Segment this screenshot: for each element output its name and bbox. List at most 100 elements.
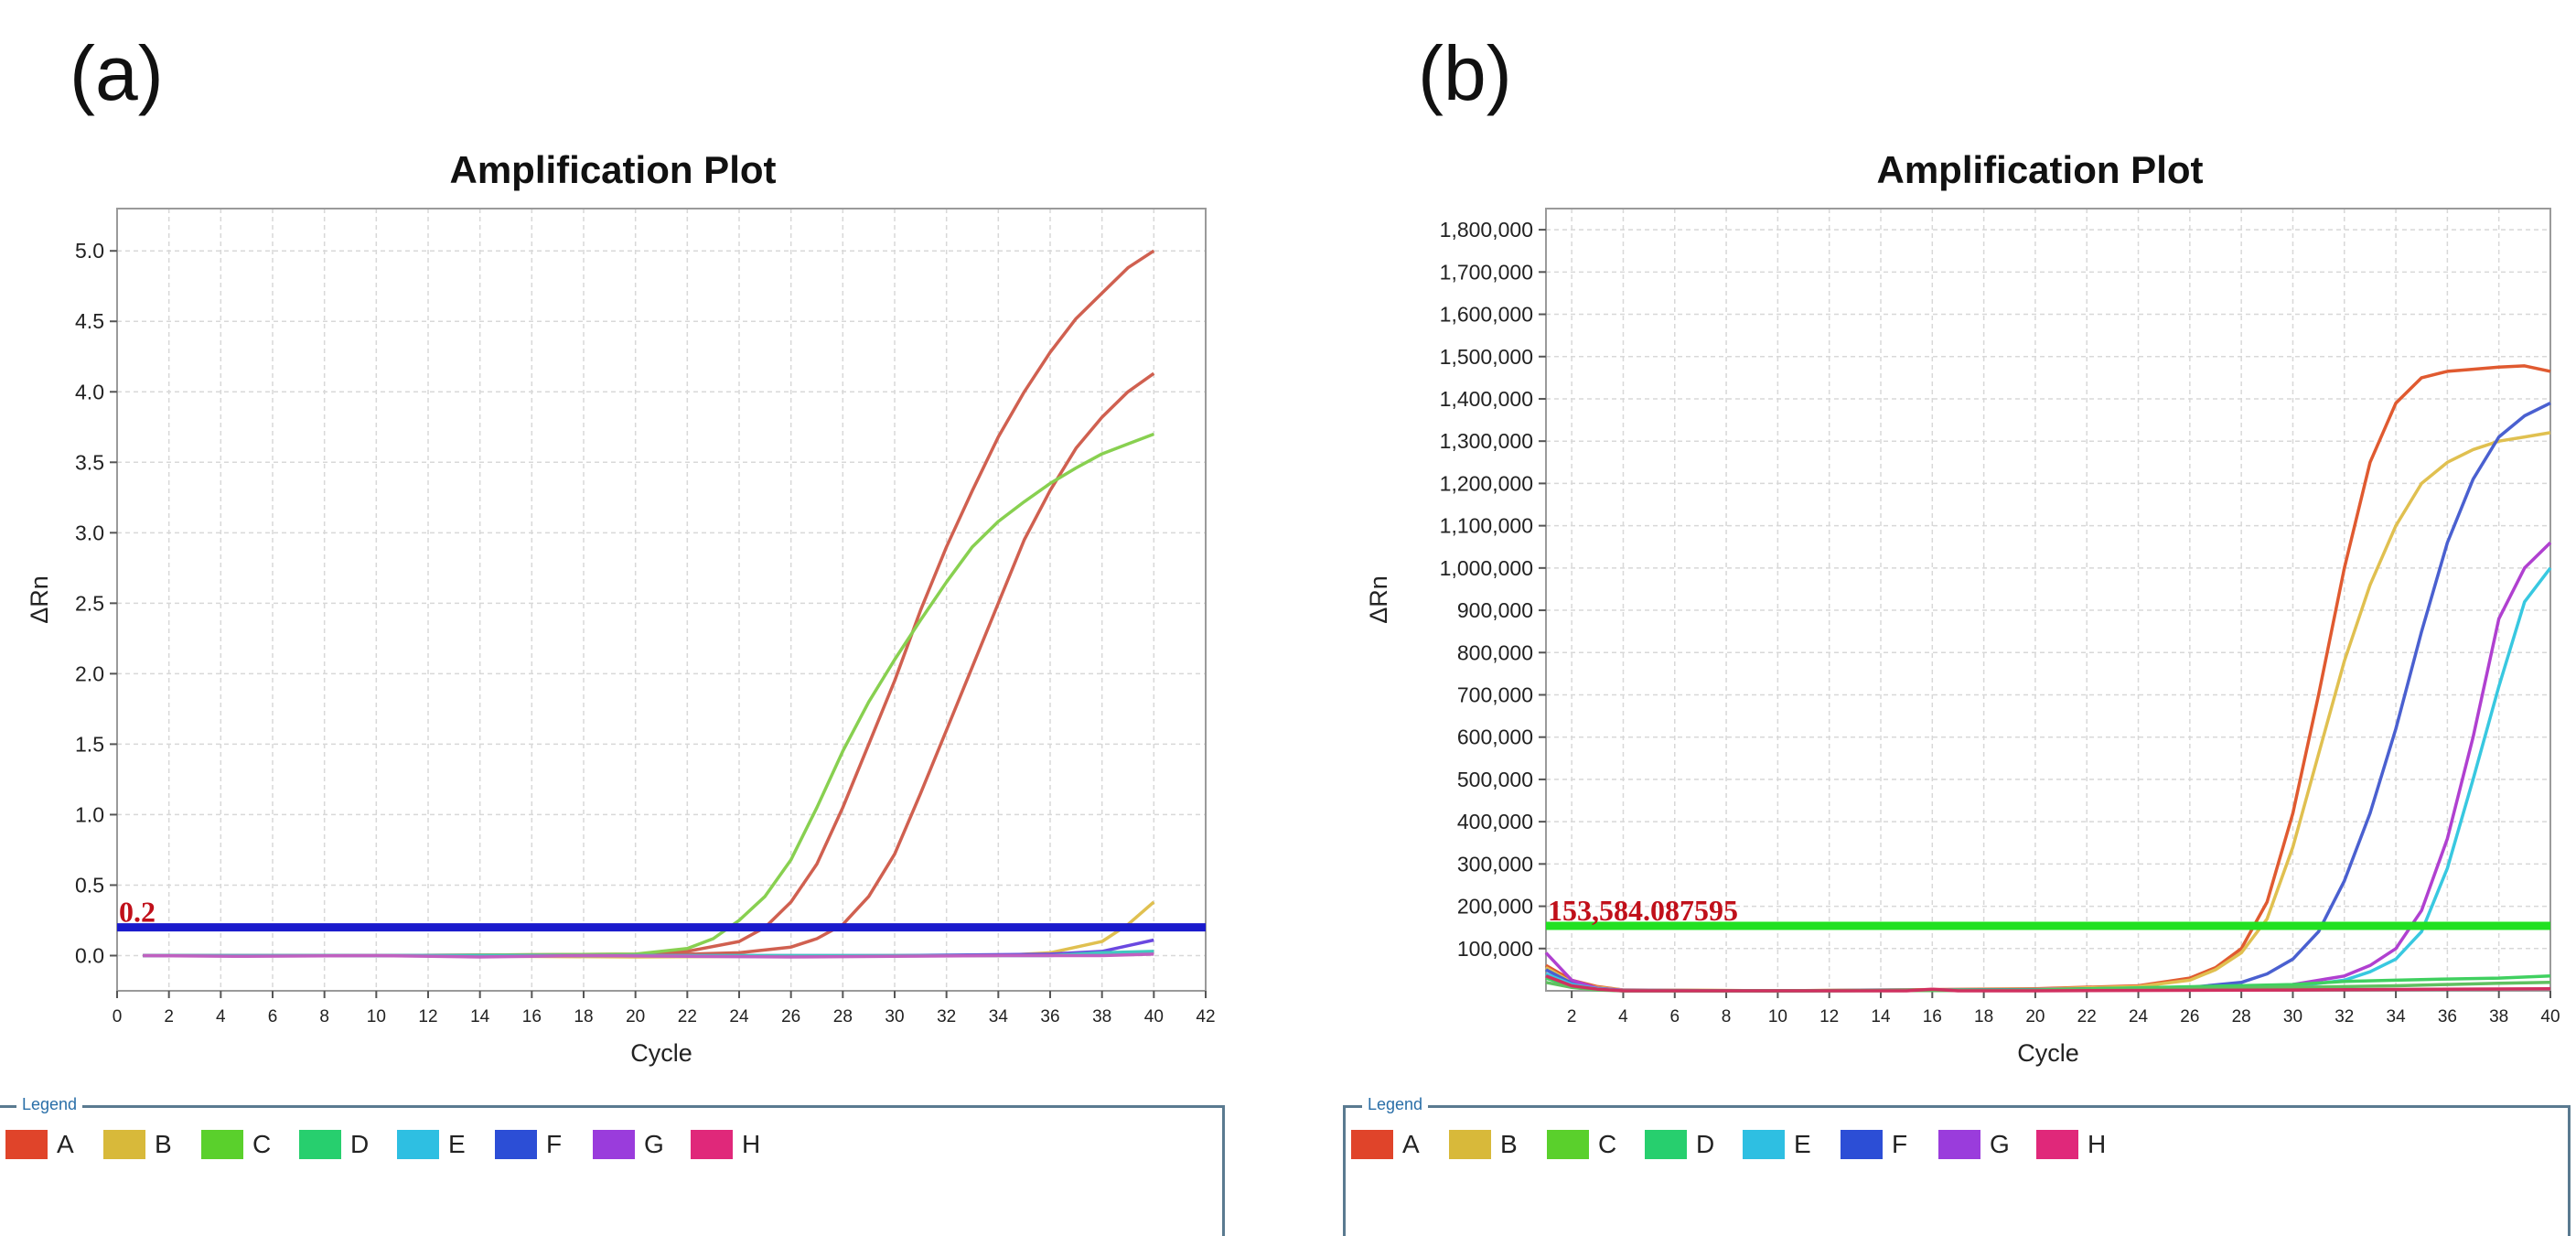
x-tick-label: 12 bbox=[1819, 1007, 1839, 1026]
legend-swatch bbox=[1743, 1130, 1785, 1159]
legend-label: F bbox=[546, 1130, 563, 1158]
legend-item: C bbox=[201, 1130, 299, 1159]
y-tick-label: 0.5 bbox=[75, 873, 104, 897]
x-tick-label: 8 bbox=[319, 1007, 329, 1026]
legend-item: A bbox=[5, 1130, 103, 1159]
y-tick-label: 500,000 bbox=[1457, 768, 1533, 791]
legend-item: C bbox=[1547, 1130, 1645, 1159]
x-tick-label: 32 bbox=[2334, 1007, 2354, 1026]
legend-label: H bbox=[2088, 1130, 2107, 1158]
legend-swatch bbox=[1938, 1130, 1980, 1159]
x-tick-label: 6 bbox=[1669, 1007, 1680, 1026]
legend-label: B bbox=[155, 1130, 172, 1158]
series-line bbox=[143, 249, 1155, 958]
plot-frame bbox=[1545, 208, 2551, 992]
x-tick-label: 28 bbox=[833, 1007, 853, 1026]
y-tick-label: 200,000 bbox=[1457, 895, 1533, 919]
y-tick-label: 800,000 bbox=[1457, 640, 1533, 664]
legend-swatch bbox=[593, 1130, 635, 1159]
x-tick-label: 36 bbox=[1040, 1007, 1059, 1026]
x-tick-label: 16 bbox=[1923, 1007, 1942, 1026]
series-line bbox=[1545, 974, 2551, 993]
y-tick-label: 100,000 bbox=[1457, 937, 1533, 961]
y-tick-label: 5.0 bbox=[75, 239, 104, 263]
legend-swatch bbox=[1841, 1130, 1883, 1159]
x-tick-label: 0 bbox=[113, 1007, 123, 1026]
x-tick-label: 12 bbox=[418, 1007, 437, 1026]
legend-label: G bbox=[644, 1130, 664, 1158]
y-tick-label: 1,100,000 bbox=[1440, 514, 1533, 538]
x-tick-label: 10 bbox=[1768, 1007, 1787, 1026]
chart-title: Amplification Plot bbox=[1877, 148, 2204, 191]
legend-label: C bbox=[252, 1130, 272, 1158]
y-tick-label: 1,400,000 bbox=[1440, 387, 1533, 411]
legend-swatch bbox=[397, 1130, 439, 1159]
x-tick-label: 40 bbox=[2540, 1007, 2560, 1026]
y-tick-label: 1,200,000 bbox=[1440, 471, 1533, 495]
y-tick-label: 4.0 bbox=[75, 380, 104, 403]
legend-item: A bbox=[1351, 1130, 1449, 1159]
y-tick-label: 600,000 bbox=[1457, 725, 1533, 749]
series-line bbox=[143, 371, 1155, 958]
x-tick-label: 6 bbox=[268, 1007, 278, 1026]
panel-label: (a) bbox=[70, 30, 164, 116]
x-tick-label: 18 bbox=[574, 1007, 593, 1026]
legend-swatch bbox=[299, 1130, 341, 1159]
series-line bbox=[143, 432, 1154, 958]
x-tick-label: 38 bbox=[1092, 1007, 1111, 1026]
legend-label: B bbox=[1500, 1130, 1518, 1158]
legend-items: A B C D E F G H bbox=[1351, 1130, 2134, 1159]
y-tick-label: 3.5 bbox=[75, 450, 104, 474]
legend-swatch bbox=[201, 1130, 243, 1159]
legend-swatch bbox=[2036, 1130, 2078, 1159]
legend-items: A B C D E F G H bbox=[5, 1130, 789, 1159]
x-tick-label: 26 bbox=[2180, 1007, 2199, 1026]
series-line bbox=[143, 952, 1154, 959]
legend-label: F bbox=[1892, 1130, 1908, 1158]
x-axis-label: Cycle bbox=[2017, 1039, 2079, 1067]
legend-label: G bbox=[1990, 1130, 2010, 1158]
legend-item: D bbox=[1645, 1130, 1743, 1159]
legend-swatch bbox=[103, 1130, 145, 1159]
legend-box: Legend A B C D E F G H bbox=[0, 1095, 1225, 1236]
x-tick-label: 36 bbox=[2438, 1007, 2457, 1026]
x-tick-label: 38 bbox=[2489, 1007, 2508, 1026]
x-tick-label: 34 bbox=[989, 1007, 1009, 1026]
x-tick-label: 26 bbox=[781, 1007, 800, 1026]
y-tick-label: 2.0 bbox=[75, 661, 104, 685]
legend-item: H bbox=[691, 1130, 789, 1159]
panel-b: (b) Amplification Plot 2 4 6 8 10 12 14 16 18 20 22… bbox=[1288, 0, 2576, 1236]
panel-label: (b) bbox=[1418, 30, 1512, 116]
legend-label: D bbox=[1696, 1130, 1715, 1158]
y-tick-label: 3.0 bbox=[75, 521, 104, 544]
x-tick-label: 42 bbox=[1196, 1007, 1215, 1026]
y-tick-label: 4.5 bbox=[75, 309, 104, 333]
legend-label: D bbox=[350, 1130, 370, 1158]
threshold-label: 153,584.087595 bbox=[1548, 894, 1738, 927]
y-tick-label: 1,000,000 bbox=[1440, 556, 1533, 580]
x-tick-label: 30 bbox=[885, 1007, 904, 1026]
legend-swatch bbox=[691, 1130, 733, 1159]
legend-item: G bbox=[593, 1130, 691, 1159]
y-tick-label: 1,300,000 bbox=[1440, 429, 1533, 453]
legend-item: B bbox=[103, 1130, 201, 1159]
x-tick-label: 16 bbox=[522, 1007, 542, 1026]
x-tick-label: 24 bbox=[2129, 1007, 2149, 1026]
x-tick-label: 14 bbox=[1871, 1007, 1891, 1026]
x-tick-label: 30 bbox=[2283, 1007, 2302, 1026]
x-tick-label: 20 bbox=[2025, 1007, 2045, 1026]
x-tick-label: 18 bbox=[1974, 1007, 1993, 1026]
legend-label: E bbox=[1794, 1130, 1811, 1158]
legend-item: D bbox=[299, 1130, 397, 1159]
y-tick-label: 1.0 bbox=[75, 802, 104, 826]
legend-swatch bbox=[1351, 1130, 1393, 1159]
x-tick-label: 20 bbox=[626, 1007, 645, 1026]
y-tick-label: 1,500,000 bbox=[1440, 345, 1533, 369]
x-tick-label: 40 bbox=[1144, 1007, 1164, 1026]
legend-label: C bbox=[1598, 1130, 1617, 1158]
x-tick-label: 14 bbox=[470, 1007, 490, 1026]
y-tick-label: 2.5 bbox=[75, 591, 104, 615]
legend-title: Legend bbox=[1362, 1095, 1429, 1114]
